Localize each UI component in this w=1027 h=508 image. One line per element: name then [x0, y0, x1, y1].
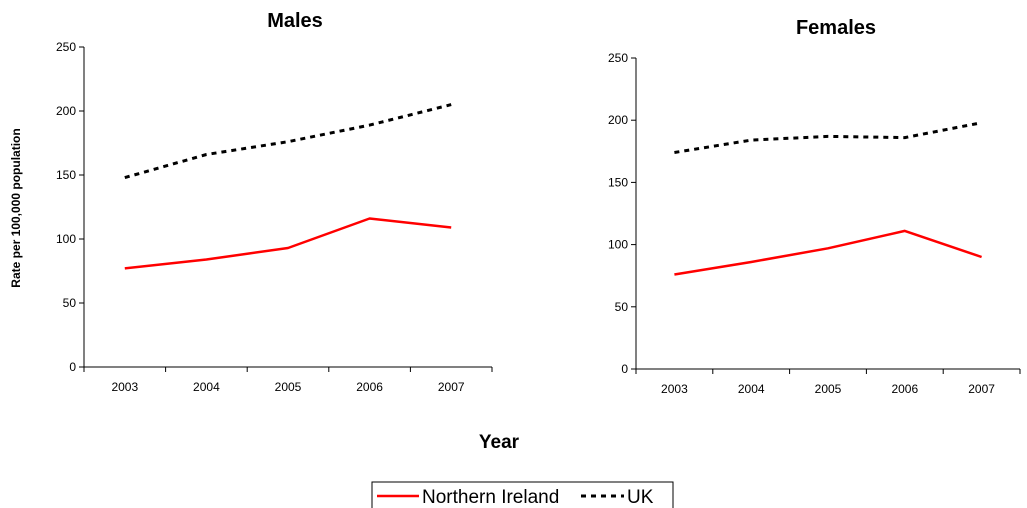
females-y-tick-label: 150: [608, 175, 628, 189]
y-axis-label: Rate per 100,000 population: [9, 128, 23, 287]
males-chart: Males 0 50 100 150 200 250 2003 2004 2005 2006 200…: [56, 10, 493, 394]
males-y-tick-label: 150: [56, 168, 76, 182]
males-y-tick-label: 50: [63, 296, 77, 310]
males-x-tick-label: 2005: [275, 380, 302, 394]
males-y-tick-label: 0: [69, 360, 76, 374]
females-y-tick-label: 50: [615, 300, 629, 314]
females-y-tick-label: 250: [608, 51, 628, 65]
males-x-tick-label: 2004: [193, 380, 220, 394]
females-x-tick-label: 2007: [968, 382, 995, 396]
females-x-tick-label: 2004: [738, 382, 765, 396]
males-series-uk-line: [124, 103, 452, 180]
females-y-tick-label: 0: [621, 362, 628, 376]
legend-northern-ireland-label: Northern Ireland: [422, 487, 559, 508]
females-chart-title: Females: [796, 17, 876, 39]
males-x-tick-label: 2006: [356, 380, 383, 394]
legend: Northern Ireland UK: [371, 481, 674, 508]
legend-uk-label: UK: [627, 487, 654, 508]
males-y-tick-label: 200: [56, 104, 76, 118]
males-chart-title: Males: [267, 10, 323, 32]
males-y-tick-label: 250: [56, 40, 76, 54]
females-y-tick-label: 200: [608, 113, 628, 127]
females-x-tick-label: 2003: [661, 382, 688, 396]
males-x-tick-label: 2007: [438, 380, 465, 394]
females-y-tick-label: 100: [608, 238, 628, 252]
females-chart: Females 0 50 100 150 200 250 2003 2004 2005 2006 2…: [608, 17, 1021, 396]
females-series-northern-ireland-line: [674, 229, 983, 276]
females-x-tick-label: 2006: [891, 382, 918, 396]
females-series-uk-line: [674, 121, 982, 154]
females-x-tick-label: 2005: [815, 382, 842, 396]
males-y-tick-label: 100: [56, 232, 76, 246]
males-series-northern-ireland-line: [124, 217, 452, 270]
x-axis-label: Year: [479, 432, 520, 453]
males-x-tick-label: 2003: [111, 380, 138, 394]
